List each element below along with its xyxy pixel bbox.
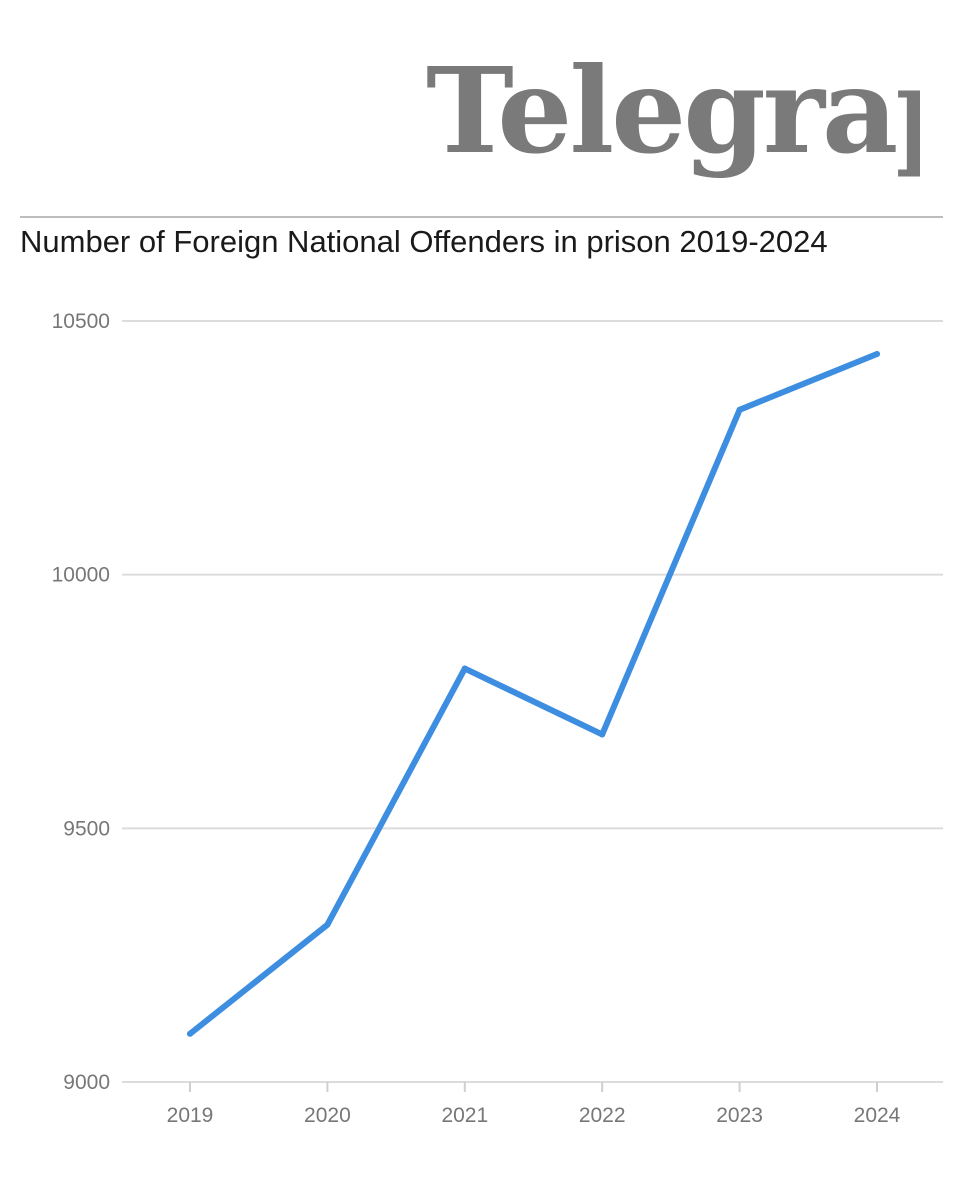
x-tick-label: 2019 bbox=[167, 1104, 214, 1127]
x-tick-label: 2021 bbox=[441, 1104, 488, 1127]
data-point bbox=[324, 921, 331, 928]
logo-wordmark: Telegraph bbox=[426, 41, 920, 180]
data-point bbox=[599, 731, 606, 738]
data-point bbox=[736, 406, 743, 413]
y-tick-label: 9000 bbox=[63, 1071, 110, 1094]
x-tick-label: 2023 bbox=[716, 1104, 763, 1127]
series-line-0 bbox=[187, 350, 880, 1037]
gridlines bbox=[122, 320, 943, 1083]
x-tick-label: 2020 bbox=[304, 1104, 351, 1127]
x-axis-ticks: 2019 2020 2021 2022 2023 2024 bbox=[167, 1082, 901, 1127]
data-point bbox=[461, 665, 468, 672]
y-tick-label: 9500 bbox=[63, 817, 110, 840]
series-lines bbox=[187, 350, 880, 1037]
y-tick-label: 10000 bbox=[52, 564, 110, 587]
x-tick-label: 2022 bbox=[579, 1104, 626, 1127]
x-tick-label: 2024 bbox=[854, 1104, 901, 1127]
data-point bbox=[187, 1030, 193, 1037]
y-axis-ticks: 9000 9500 10000 10500 bbox=[52, 310, 110, 1094]
telegraph-logo: Telegraph bbox=[426, 41, 920, 180]
y-tick-label: 10500 bbox=[52, 310, 110, 333]
header-divider bbox=[20, 216, 943, 218]
data-point bbox=[874, 350, 880, 357]
chart-title: Number of Foreign National Offenders in … bbox=[20, 224, 828, 259]
